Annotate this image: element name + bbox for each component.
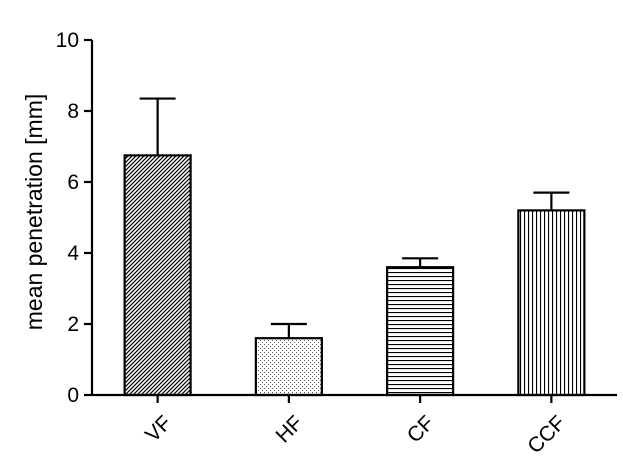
y-tick-label: 8 bbox=[67, 100, 79, 123]
x-tick-label: CF bbox=[403, 411, 439, 447]
bar-vf bbox=[123, 154, 192, 397]
x-axis: VF HF CF CCF bbox=[92, 393, 617, 458]
y-tick-label: 4 bbox=[67, 242, 79, 265]
bar-ccf bbox=[517, 209, 586, 397]
y-tick-label: 2 bbox=[67, 313, 79, 336]
bar-hf bbox=[254, 337, 323, 397]
x-tick-label: VF bbox=[141, 411, 176, 446]
x-tick-label: HF bbox=[271, 411, 307, 447]
x-tick-label: CCF bbox=[523, 411, 570, 458]
y-tick-label: 6 bbox=[67, 171, 79, 194]
y-tick-label: 10 bbox=[56, 29, 79, 52]
y-axis: 0 2 4 6 8 10 bbox=[56, 29, 94, 407]
bars bbox=[123, 97, 586, 397]
y-axis-title: mean penetration [mm] bbox=[21, 94, 47, 331]
y-tick-label: 0 bbox=[67, 384, 79, 407]
bar-cf bbox=[386, 266, 455, 397]
